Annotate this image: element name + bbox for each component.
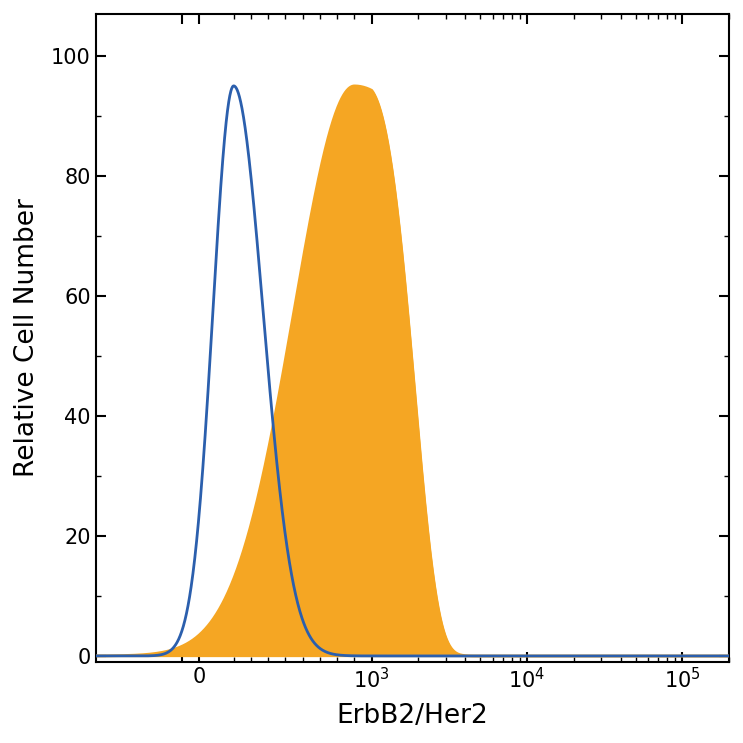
Y-axis label: Relative Cell Number: Relative Cell Number <box>14 198 40 477</box>
X-axis label: ErbB2/Her2: ErbB2/Her2 <box>337 703 488 729</box>
